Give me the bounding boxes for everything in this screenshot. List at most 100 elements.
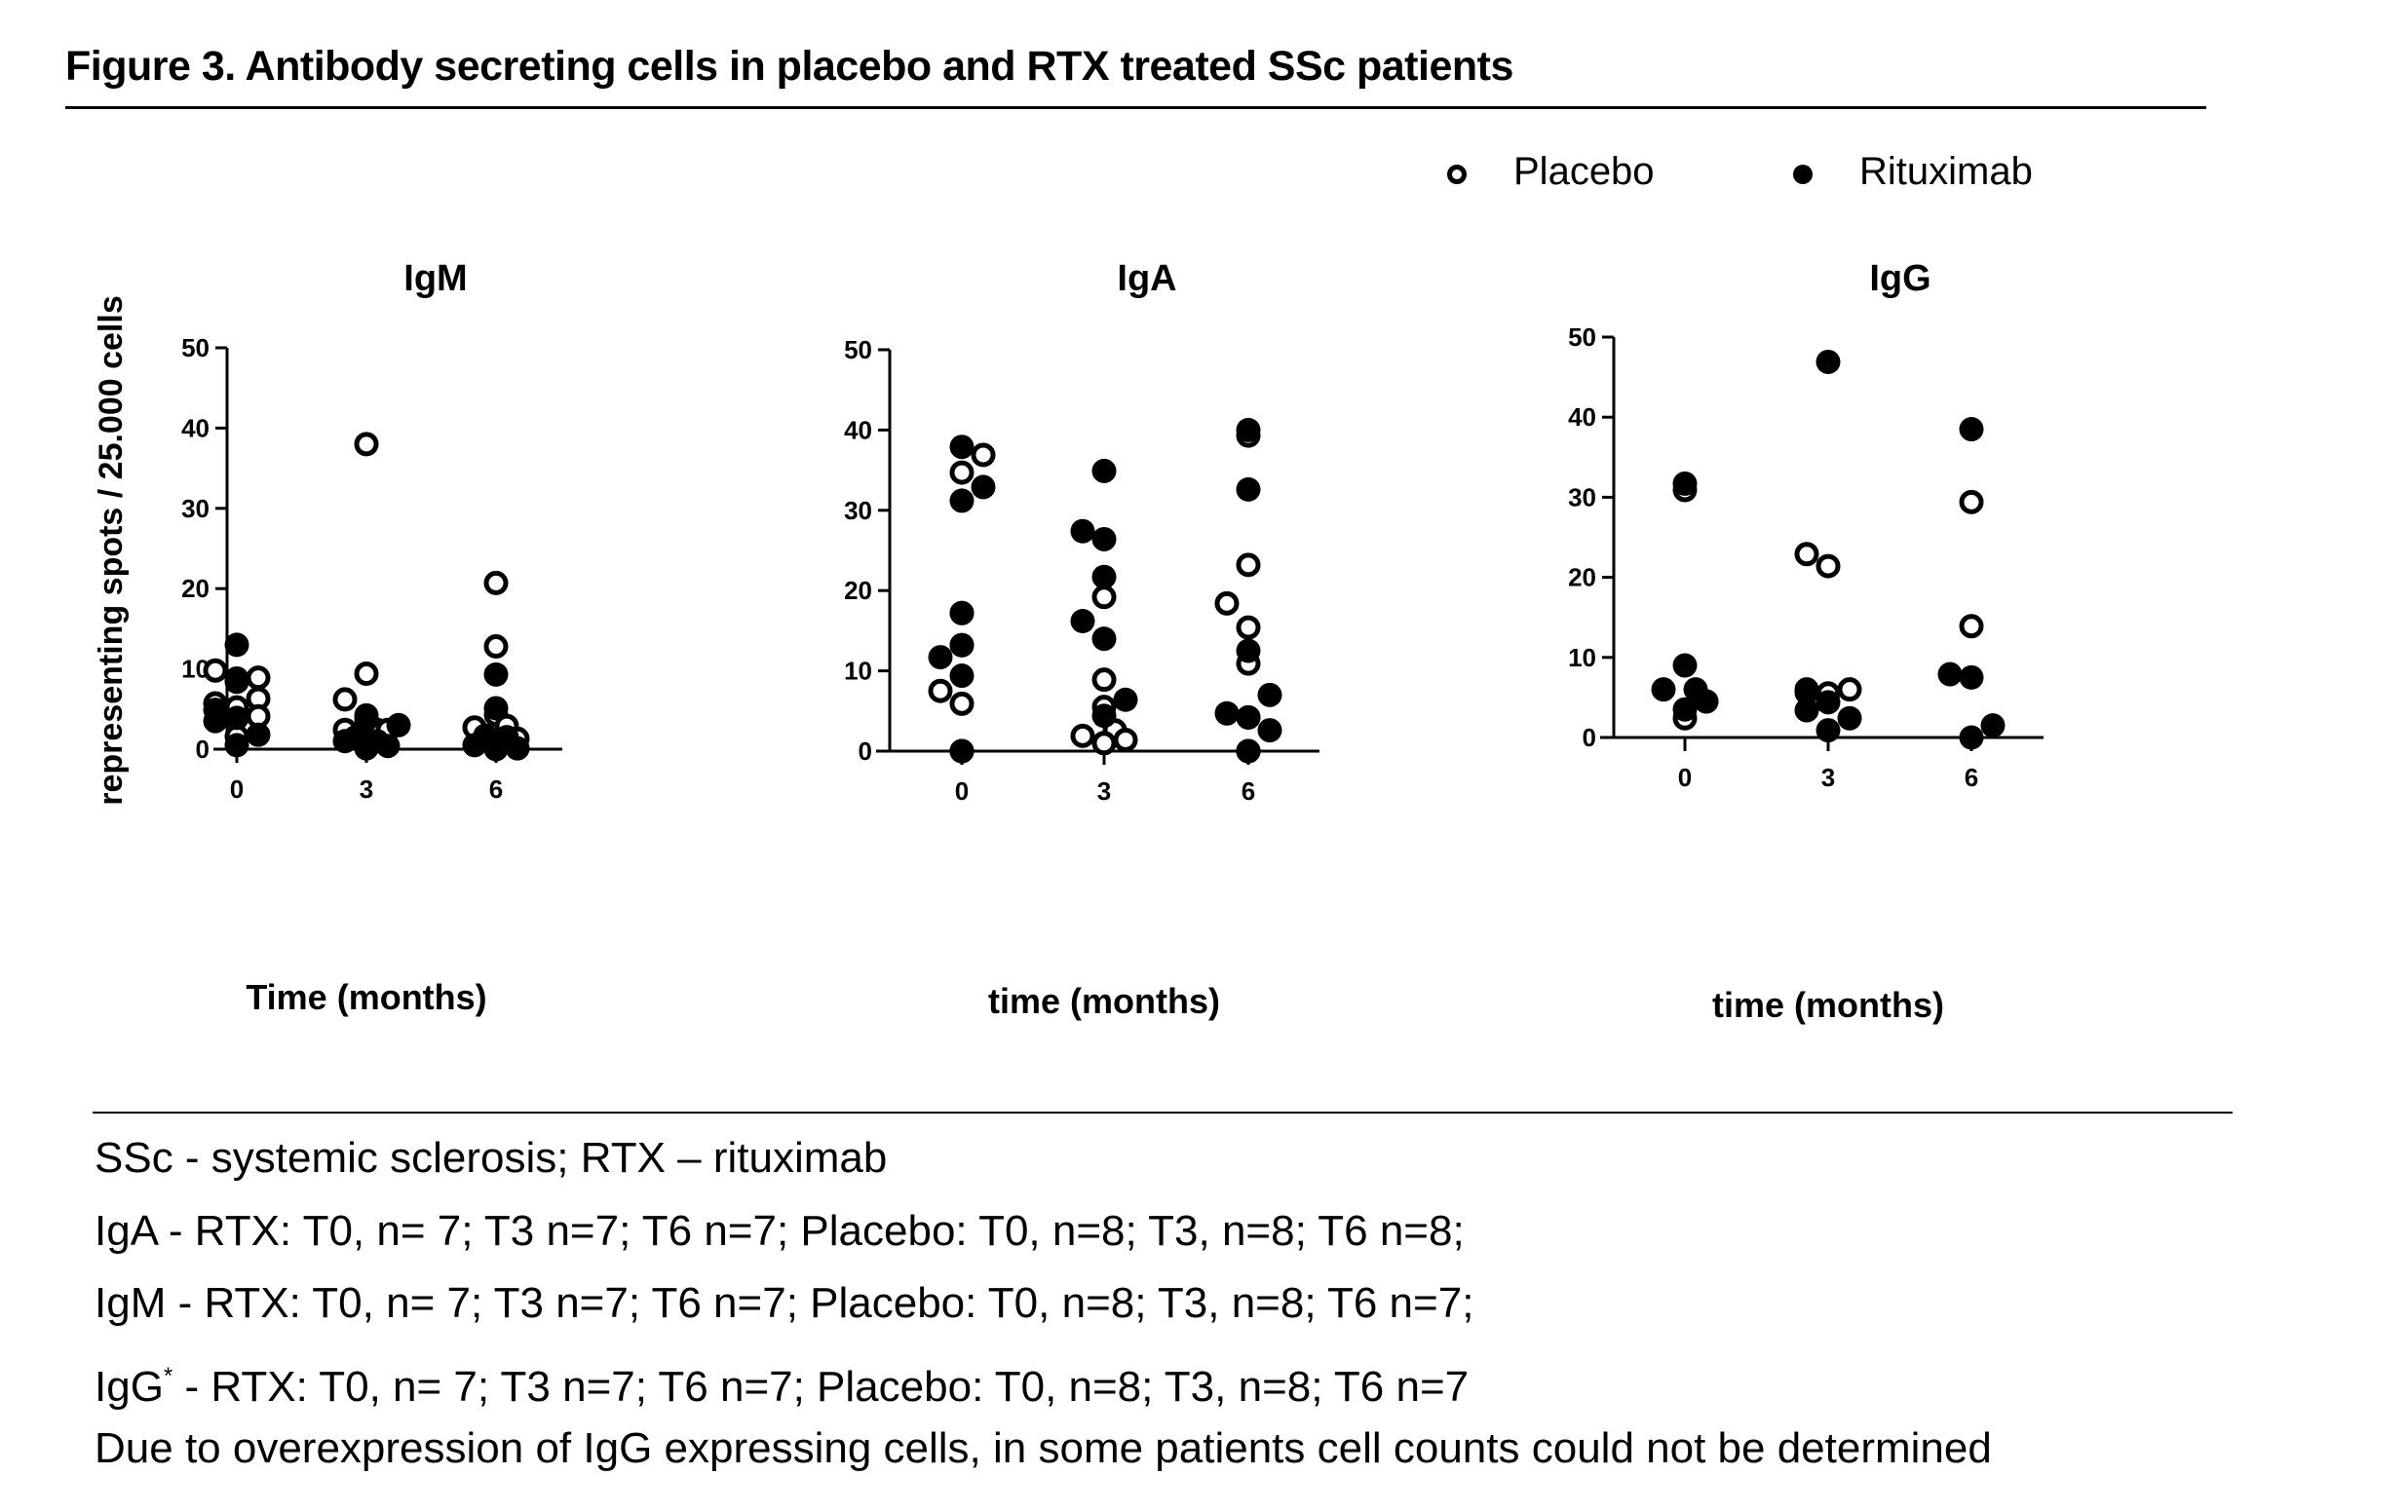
rituximab-point <box>1794 680 1819 705</box>
rituximab-point <box>246 722 271 747</box>
placebo-point <box>928 678 953 703</box>
panel-title: IgM <box>403 258 467 299</box>
y-tick-label: 20 <box>1568 563 1596 592</box>
y-tick-label: 0 <box>1583 723 1596 752</box>
data-points <box>203 432 530 762</box>
y-tick-label: 20 <box>181 574 210 603</box>
rituximab-point <box>203 708 228 734</box>
panel-iga: IgA 0 10 20 30 40 50 0 3 6 time (months) <box>844 258 1319 1021</box>
rituximab-point <box>1070 609 1095 634</box>
placebo-point <box>1070 723 1095 748</box>
rituximab-point <box>1070 518 1095 544</box>
rituximab-point <box>928 645 953 670</box>
x-tick-label: 6 <box>489 775 503 804</box>
y-tick-label: 40 <box>844 415 872 444</box>
data-points <box>1651 349 2006 750</box>
rituximab-point <box>971 474 996 500</box>
x-tick-label: 3 <box>1097 776 1111 806</box>
rituximab-point <box>1651 677 1676 702</box>
rituximab-point <box>949 600 975 625</box>
rituximab-point <box>224 705 249 731</box>
rituximab-point <box>1113 687 1138 712</box>
rituximab-point <box>1816 690 1841 715</box>
rituximab-point <box>224 733 249 758</box>
rituximab-point <box>1794 698 1819 723</box>
y-tick-label: 10 <box>844 657 872 686</box>
x-tick-label: 6 <box>1965 763 1978 792</box>
x-tick-label: 3 <box>1821 763 1835 792</box>
rituximab-point <box>1236 476 1261 502</box>
rituximab-point <box>1257 682 1282 707</box>
legend-item-rituximab: Rituximab <box>1793 150 2033 194</box>
placebo-point <box>1837 677 1862 702</box>
x-axis-label: time (months) <box>1712 985 1944 1025</box>
asterisk-marker: * <box>163 1362 173 1389</box>
x-tick-label: 0 <box>955 776 969 806</box>
rituximab-point <box>949 738 975 764</box>
y-tick-label: 50 <box>1568 322 1596 352</box>
rituximab-point <box>1236 638 1261 663</box>
placebo-point <box>949 460 975 485</box>
rituximab-point <box>949 488 975 513</box>
y-tick-label: 40 <box>1568 402 1596 432</box>
legend-label-rituximab: Rituximab <box>1859 150 2033 193</box>
x-tick-label: 0 <box>230 775 244 804</box>
rituximab-point <box>224 632 249 658</box>
rituximab-point <box>949 663 975 689</box>
rituximab-point <box>1672 697 1698 722</box>
rituximab-point <box>1091 526 1117 551</box>
rituximab-point <box>1837 705 1862 731</box>
placebo-point <box>1236 552 1261 578</box>
footnote-igm-n: IgM - RTX: T0, n= 7; T3 n=7; T6 n=7; Pla… <box>95 1279 1474 1327</box>
rituximab-point <box>1672 471 1698 496</box>
placebo-point <box>1959 489 1984 514</box>
rituximab-point <box>1959 417 1984 442</box>
placebo-point <box>1959 614 1984 639</box>
placebo-point <box>354 662 379 687</box>
footnote-igg-n: IgG* - RTX: T0, n= 7; T3 n=7; T6 n=7; Pl… <box>95 1341 1992 1414</box>
rituximab-point <box>483 696 509 721</box>
rituximab-point <box>1694 689 1719 714</box>
rituximab-point <box>1672 653 1698 678</box>
y-tick-label: 0 <box>196 735 210 764</box>
y-tick-label: 50 <box>844 335 872 364</box>
footnote-igg-text: - RTX: T0, n= 7; T3 n=7; T6 n=7; Placebo… <box>172 1362 1470 1411</box>
rituximab-point <box>1959 725 1984 750</box>
axes: 0 10 20 30 40 50 0 3 6 <box>1568 322 2044 792</box>
rituximab-point <box>949 632 975 658</box>
rituximab-point <box>224 669 249 695</box>
y-tick-label: 30 <box>1568 482 1596 511</box>
rituximab-point <box>483 737 509 762</box>
y-axis-label: representing spots / 25.000 cells <box>93 295 130 805</box>
placebo-point <box>949 691 975 716</box>
placebo-point <box>203 658 228 683</box>
placebo-point <box>1816 553 1841 579</box>
title-divider <box>65 106 2206 109</box>
panel-title: IgG <box>1869 258 1930 299</box>
x-tick-label: 6 <box>1242 776 1255 806</box>
placebo-point <box>1794 542 1819 567</box>
rituximab-point <box>386 712 411 737</box>
rituximab-point <box>1816 718 1841 743</box>
rituximab-point <box>1091 703 1117 729</box>
footnote-igg-label: IgG <box>95 1362 164 1411</box>
footnote-igg-note: Due to overexpression of IgG expressing … <box>95 1424 1992 1472</box>
rituximab-point <box>354 707 379 733</box>
placebo-point <box>332 687 358 712</box>
x-axis-label: Time (months) <box>246 977 486 1017</box>
placebo-point <box>354 432 379 457</box>
rituximab-point <box>1091 564 1117 589</box>
placebo-point <box>1236 615 1261 640</box>
placebo-point <box>246 665 271 691</box>
placebo-point <box>1091 667 1117 693</box>
rituximab-point <box>1236 704 1261 730</box>
y-tick-label: 10 <box>1568 643 1596 672</box>
x-axis-label: time (months) <box>988 981 1220 1021</box>
rituximab-point <box>505 736 530 761</box>
legend-label-placebo: Placebo <box>1513 150 1655 193</box>
footnote-iga-n: IgA - RTX: T0, n= 7; T3 n=7; T6 n=7; Pla… <box>95 1206 1465 1255</box>
footnote-abbreviations: SSc - systemic sclerosis; RTX – rituxima… <box>95 1134 888 1182</box>
open-circle-icon <box>1447 164 1467 184</box>
